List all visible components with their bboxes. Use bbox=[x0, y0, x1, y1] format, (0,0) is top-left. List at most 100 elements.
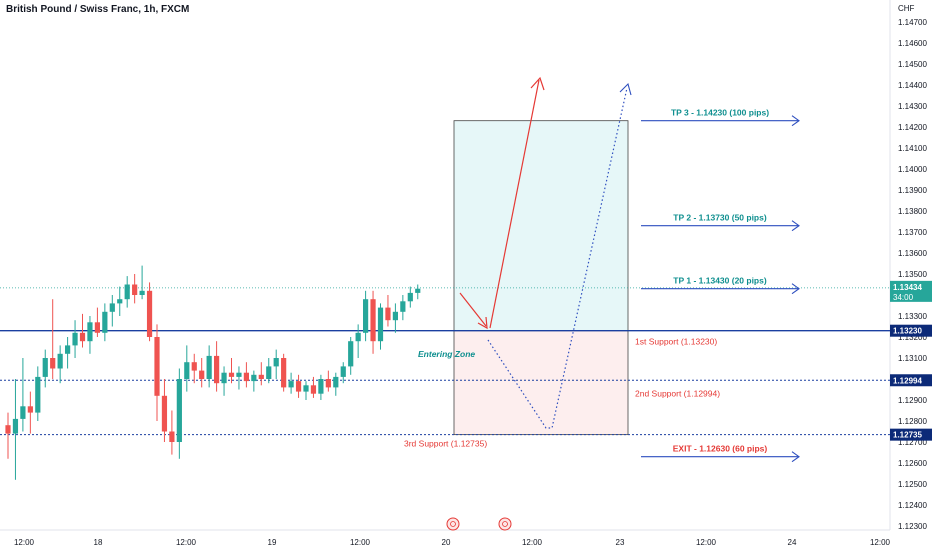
target-arrowhead bbox=[791, 283, 800, 295]
bullish-arrow bbox=[489, 79, 540, 329]
candle-body bbox=[5, 425, 11, 434]
y-tick-label: 1.14500 bbox=[898, 60, 927, 69]
candle-body bbox=[243, 372, 249, 382]
x-tick-label: 12:00 bbox=[870, 538, 891, 547]
x-tick-label: 12:00 bbox=[176, 538, 197, 547]
candle-body bbox=[236, 372, 242, 377]
x-tick-label: 24 bbox=[788, 538, 797, 547]
candle-body bbox=[184, 362, 190, 379]
price-tag-bg bbox=[890, 428, 932, 441]
support-label-2: 2nd Support (1.12994) bbox=[635, 388, 720, 398]
candle-body bbox=[221, 372, 227, 384]
price-tag-bg bbox=[890, 324, 932, 337]
candle-body bbox=[169, 431, 175, 442]
y-tick-label: 1.14200 bbox=[898, 123, 927, 132]
y-tick-label: 1.12900 bbox=[898, 396, 927, 405]
x-tick-label: 20 bbox=[442, 538, 451, 547]
loss-zone bbox=[453, 330, 629, 436]
candle-body bbox=[109, 303, 115, 312]
candle-body bbox=[303, 385, 309, 392]
candle-body bbox=[50, 358, 56, 369]
entering-zone-label: Entering Zone bbox=[418, 349, 475, 359]
candle-body bbox=[161, 395, 168, 432]
y-tick-label: 1.14000 bbox=[898, 165, 927, 174]
event-icon bbox=[498, 517, 512, 531]
candle-body bbox=[348, 341, 354, 367]
candle-body bbox=[370, 299, 376, 342]
candle-body bbox=[117, 299, 123, 304]
candle-body bbox=[281, 358, 287, 388]
candle-body bbox=[392, 311, 398, 321]
y-tick-label: 1.12300 bbox=[898, 522, 927, 531]
target-label-4: EXIT - 1.12630 (60 pips) bbox=[673, 444, 768, 454]
y-tick-label: 1.13900 bbox=[898, 186, 927, 195]
candle-body bbox=[340, 366, 346, 377]
candle-body bbox=[295, 381, 302, 392]
target-label-3: TP 1 - 1.13430 (20 pips) bbox=[673, 276, 767, 286]
candle-body bbox=[87, 322, 93, 342]
candle-body bbox=[132, 284, 138, 295]
candle-body bbox=[214, 355, 220, 384]
candle-body bbox=[266, 366, 272, 379]
candle-body bbox=[415, 288, 421, 293]
target-arrowhead bbox=[791, 220, 800, 232]
candle-body bbox=[273, 358, 279, 367]
candle-body bbox=[65, 345, 71, 354]
target-arrowhead bbox=[791, 115, 800, 127]
candle-body bbox=[288, 381, 294, 388]
y-tick-label: 1.14300 bbox=[898, 102, 927, 111]
entry-arrow bbox=[459, 292, 487, 327]
y-tick-label: 1.12400 bbox=[898, 501, 927, 510]
candle-body bbox=[72, 332, 78, 346]
candle-body bbox=[258, 374, 264, 379]
current-price-countdown: 34:00 bbox=[893, 293, 914, 302]
y-tick-label: 1.13200 bbox=[898, 333, 927, 342]
alternative-arrowhead bbox=[619, 82, 632, 96]
candle-body bbox=[35, 376, 41, 413]
candle-body bbox=[176, 379, 182, 442]
candle-body bbox=[146, 290, 153, 337]
candle-body bbox=[139, 290, 145, 295]
candle-body bbox=[310, 385, 317, 394]
candle-body bbox=[228, 372, 235, 377]
event-icon-inner bbox=[502, 521, 508, 527]
chart-title: British Pound / Swiss Franc, 1h, FXCM bbox=[6, 4, 190, 15]
bullish-arrowhead bbox=[530, 76, 545, 91]
x-tick-label: 12:00 bbox=[350, 538, 371, 547]
y-tick-label: 1.13800 bbox=[898, 207, 927, 216]
x-tick-label: 12:00 bbox=[696, 538, 717, 547]
y-tick-label: 1.12500 bbox=[898, 480, 927, 489]
candle-body bbox=[407, 292, 413, 302]
event-icon bbox=[446, 517, 460, 531]
candle-body bbox=[325, 379, 331, 388]
candle-body bbox=[102, 311, 108, 333]
current-price-value: 1.13434 bbox=[893, 283, 922, 292]
candle-body bbox=[79, 332, 86, 342]
y-tick-label: 1.13700 bbox=[898, 228, 927, 237]
candle-body bbox=[94, 322, 100, 333]
event-icon-inner bbox=[450, 521, 456, 527]
y-tick-label: 1.12700 bbox=[898, 438, 927, 447]
entry-arrowhead bbox=[477, 316, 488, 330]
y-tick-label: 1.12800 bbox=[898, 417, 927, 426]
y-tick-label: 1.14400 bbox=[898, 81, 927, 90]
target-label-1: TP 3 - 1.14230 (100 pips) bbox=[671, 108, 769, 118]
x-tick-label: 18 bbox=[94, 538, 103, 547]
current-price-tag-bg bbox=[890, 280, 932, 302]
candle-body bbox=[363, 299, 369, 333]
price-tag-label: 1.12994 bbox=[893, 376, 922, 385]
candle-body bbox=[27, 406, 33, 413]
price-tag-label: 1.12735 bbox=[893, 431, 922, 440]
y-tick-label: 1.13500 bbox=[898, 270, 927, 279]
price-tag-label: 1.13230 bbox=[893, 327, 922, 336]
target-label-2: TP 2 - 1.13730 (50 pips) bbox=[673, 213, 767, 223]
y-tick-label: 1.13100 bbox=[898, 354, 927, 363]
candle-body bbox=[318, 379, 324, 394]
candle-body bbox=[333, 376, 339, 388]
currency-label: CHF bbox=[898, 4, 915, 13]
price-tag-bg bbox=[890, 374, 932, 387]
support-label-3: 3rd Support (1.12735) bbox=[404, 439, 487, 449]
candle-body bbox=[385, 307, 391, 321]
candle-body bbox=[191, 362, 197, 371]
